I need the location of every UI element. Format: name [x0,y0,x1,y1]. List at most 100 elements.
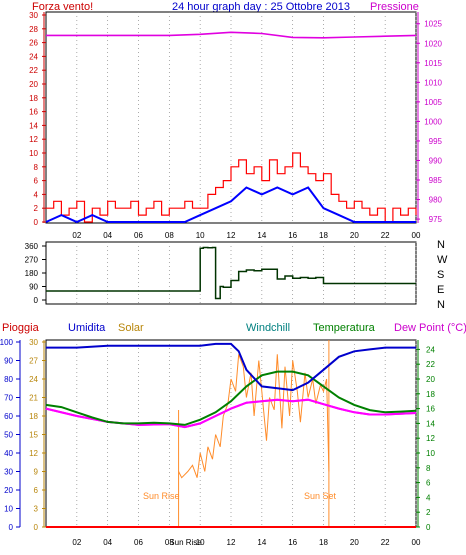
p3-right-tick-label: 8 [426,464,431,473]
p1-left-tick-label: 20 [29,80,38,89]
humidity-line [46,342,416,392]
p1-left-tick-label: 6 [34,177,39,186]
p2-left-tick-label: 180 [25,269,39,278]
p3-left-tick-label: 90 [4,357,13,366]
p3-x-tick-label: 16 [288,538,297,547]
p1-x-tick-label: 02 [72,231,81,240]
p3-x-tick-label: 14 [257,538,266,547]
p3-right-tick-label: 6 [426,479,431,488]
compass-n-top: N [437,239,445,251]
p1-left-tick-label: 26 [29,39,38,48]
p3-right-tick-label: 16 [426,405,435,414]
label-pioggia: Pioggia [2,322,40,334]
p1-x-tick-label: 16 [288,231,297,240]
label-umidita: Umidita [68,322,106,334]
p3-left-tick-label: 70 [4,394,13,403]
p1-right-tick-label: 995 [429,137,443,146]
p3-x-tick-label: 12 [227,538,236,547]
p3-mid-tick-label: 9 [34,468,39,477]
p1-left-tick-label: 2 [34,204,39,213]
dewpoint-line [45,398,417,429]
p1-right-tick-label: 980 [429,196,443,205]
p2-left-tick-label: 270 [25,256,39,265]
p3-left-tick-label: 100 [0,338,14,347]
header-right: Pressione [370,1,419,13]
compass-n-bottom: N [437,299,445,311]
p1-x-tick-label: 10 [196,231,205,240]
p1-x-tick-label: 00 [412,231,421,240]
solar-line [178,354,330,479]
p3-mid-tick-label: 12 [29,449,38,458]
p1-x-tick-label: 06 [134,231,143,240]
p3-x-tick-label: 00 [412,538,421,547]
p1-right-tick-label: 990 [429,156,443,165]
p3-x-tick-label: 22 [381,538,390,547]
p1-x-tick-label: 08 [165,231,174,240]
p3-left-tick-label: 60 [4,412,13,421]
temperature-line [45,370,417,426]
p3-left-tick-label: 30 [4,468,13,477]
p3-x-tick-label: 10 [196,538,205,547]
p3-mid-tick-label: 3 [34,505,39,514]
p3-left-tick-label: 0 [9,523,14,532]
header-title: 24 hour graph day : 25 Ottobre 2013 [172,1,350,13]
p1-left-tick-label: 14 [29,121,38,130]
p1-right-tick-label: 1000 [424,117,442,126]
p3-right-tick-label: 14 [426,419,435,428]
p3-mid-tick-label: 18 [29,412,38,421]
p2-left-tick-label: 0 [34,296,39,305]
p3-mid-tick-label: 27 [29,357,38,366]
p1-left-tick-label: 28 [29,25,38,34]
header-left: Forza vento! [32,1,93,13]
p1-left-tick-label: 24 [29,52,38,61]
label-dewpoint: Dew Point (°C) [394,322,466,334]
p1-left-tick-label: 16 [29,108,38,117]
p2-left-tick-label: 90 [29,283,38,292]
p3-mid-tick-label: 24 [29,375,38,384]
p1-right-tick-label: 1020 [424,39,442,48]
compass-e: E [437,284,444,296]
sunset-label: Sun Set [304,491,337,501]
p3-right-tick-label: 10 [426,449,435,458]
label-temperatura: Temperatura [313,322,376,334]
p1-x-tick-label: 22 [381,231,390,240]
p3-mid-tick-label: 0 [34,523,39,532]
p3-mid-tick-label: 15 [29,431,38,440]
p3-x-tick-label: Sun Rise [169,538,202,547]
sunrise-label: Sun Rise [143,491,180,501]
p3-x-tick-label: 04 [103,538,112,547]
p1-left-tick-label: 0 [34,218,39,227]
label-windchill: Windchill [246,322,290,334]
compass-s: S [437,269,444,281]
pressure-line [46,31,417,39]
p3-mid-tick-label: 21 [29,394,38,403]
p2-left-tick-label: 360 [25,242,39,251]
p1-left-tick-label: 18 [29,94,38,103]
p1-left-tick-label: 22 [29,66,38,75]
p1-left-tick-label: 30 [29,11,38,20]
panel1-frame [45,11,417,224]
p3-right-tick-label: 24 [426,345,435,354]
p1-x-tick-label: 20 [350,231,359,240]
wind-avg-line [45,186,416,224]
p3-x-tick-label: 18 [319,538,328,547]
p3-mid-tick-label: 30 [29,338,38,347]
p3-x-tick-label: 20 [350,538,359,547]
p3-right-tick-label: 0 [426,523,431,532]
chart-marks: 0246810121416182022242628309759809859909… [0,11,443,547]
p1-right-tick-label: 1005 [424,98,442,107]
p3-x-tick-label: 08 [165,538,174,547]
p3-left-tick-label: 50 [4,431,13,440]
wind-direction-line [46,246,416,300]
p1-x-tick-label: 18 [319,231,328,240]
p1-left-tick-label: 12 [29,135,38,144]
p3-left-tick-label: 20 [4,486,13,495]
p1-right-tick-label: 1010 [424,78,442,87]
p1-left-tick-label: 10 [29,149,38,158]
p3-left-tick-label: 10 [4,505,13,514]
p1-x-tick-label: 14 [257,231,266,240]
p3-right-tick-label: 4 [426,493,431,502]
p1-left-tick-label: 8 [34,163,39,172]
p3-mid-tick-label: 6 [34,486,39,495]
